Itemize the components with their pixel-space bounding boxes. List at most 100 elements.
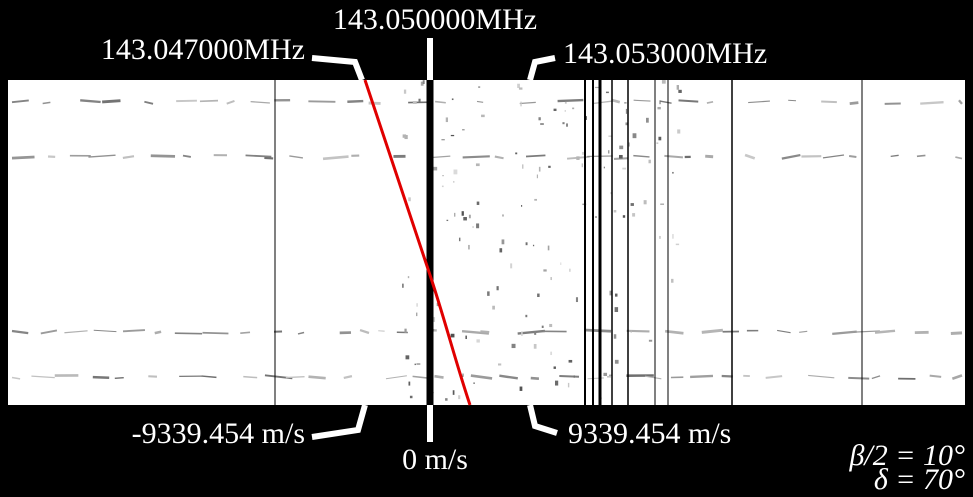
noise-streak bbox=[308, 375, 326, 380]
noise-speck bbox=[660, 203, 665, 205]
noise-speck bbox=[657, 106, 661, 110]
noise-speck bbox=[614, 307, 619, 313]
noise-speck bbox=[402, 283, 404, 288]
noise-speck bbox=[478, 86, 481, 88]
noise-streak bbox=[821, 100, 837, 104]
noise-streak bbox=[182, 154, 191, 158]
noise-streak bbox=[31, 375, 55, 379]
noise-speck bbox=[408, 381, 411, 386]
noise-streak bbox=[93, 329, 117, 333]
noise-speck bbox=[445, 117, 449, 123]
noise-speck bbox=[659, 235, 661, 239]
noise-streak bbox=[519, 101, 536, 105]
noise-streak bbox=[664, 154, 683, 159]
noise-streak bbox=[920, 101, 944, 105]
noise-speck bbox=[525, 314, 528, 318]
spectrogram bbox=[8, 80, 965, 405]
noise-streak bbox=[874, 329, 896, 334]
noise-streak bbox=[470, 374, 493, 380]
noise-speck bbox=[607, 376, 611, 378]
noise-speck bbox=[481, 114, 485, 118]
noise-speck bbox=[624, 102, 627, 104]
noise-streak bbox=[765, 375, 783, 379]
noise-speck bbox=[564, 110, 566, 112]
noise-speck bbox=[433, 166, 438, 171]
doppler-curve bbox=[363, 79, 472, 406]
noise-speck bbox=[402, 134, 407, 138]
noise-speck bbox=[525, 242, 528, 246]
noise-speck bbox=[416, 303, 418, 307]
noise-speck bbox=[550, 277, 552, 281]
noise-speck bbox=[465, 335, 467, 340]
noise-streak bbox=[701, 328, 724, 334]
noise-streak bbox=[822, 154, 845, 159]
noise-streak bbox=[243, 375, 258, 379]
noise-speck bbox=[458, 237, 461, 242]
noise-speck bbox=[607, 150, 610, 154]
noise-speck bbox=[630, 330, 632, 333]
noise-speck bbox=[676, 85, 680, 90]
noise-speck bbox=[453, 169, 458, 175]
noise-streak bbox=[88, 154, 116, 158]
noise-speck bbox=[538, 166, 541, 172]
noise-streak bbox=[461, 330, 490, 335]
leader-line bbox=[311, 55, 365, 82]
velocity-label: 0 m/s bbox=[402, 443, 468, 476]
noise-speck bbox=[451, 98, 454, 101]
noise-streak bbox=[11, 99, 29, 104]
noise-streak bbox=[476, 100, 484, 103]
noise-streak bbox=[494, 155, 504, 160]
noise-speck bbox=[475, 163, 480, 167]
noise-streak bbox=[199, 99, 219, 103]
leader-line bbox=[527, 55, 556, 81]
noise-streak bbox=[92, 375, 110, 379]
noise-speck bbox=[614, 293, 618, 297]
noise-streak bbox=[480, 330, 490, 334]
noise-speck bbox=[463, 217, 467, 221]
noise-speck bbox=[416, 312, 418, 317]
parameter-label: β/2 = 10° bbox=[848, 439, 965, 472]
noise-streak bbox=[633, 154, 650, 158]
noise-speck bbox=[405, 355, 410, 360]
noise-streak bbox=[849, 101, 859, 105]
noise-streak bbox=[592, 100, 614, 105]
noise-speck bbox=[521, 331, 523, 337]
noise-speck bbox=[553, 366, 556, 369]
noise-speck bbox=[442, 175, 444, 177]
noise-streak bbox=[144, 100, 154, 105]
noise-speck bbox=[547, 245, 550, 251]
noise-streak bbox=[435, 100, 446, 104]
noise-streak bbox=[848, 376, 870, 380]
noise-speck bbox=[476, 339, 480, 343]
noise-speck bbox=[566, 123, 568, 127]
noise-speck bbox=[630, 203, 634, 206]
noise-streak bbox=[955, 156, 963, 160]
noise-speck bbox=[462, 129, 465, 131]
noise-speck bbox=[560, 262, 562, 266]
noise-streak bbox=[706, 100, 714, 104]
noise-streak bbox=[250, 100, 270, 104]
noise-streak bbox=[201, 375, 217, 379]
velocity-label: -9339.454 m/s bbox=[132, 417, 305, 450]
noise-speck bbox=[432, 317, 436, 322]
noise-speck bbox=[658, 136, 662, 141]
noise-speck bbox=[454, 212, 456, 217]
noise-speck bbox=[622, 167, 627, 170]
noise-speck bbox=[453, 180, 455, 183]
noise-speck bbox=[407, 276, 410, 279]
noise-streak bbox=[462, 155, 490, 159]
velocity-label: 9339.454 m/s bbox=[568, 417, 731, 450]
noise-speck bbox=[581, 151, 586, 155]
noise-streak bbox=[559, 375, 580, 378]
leader-line bbox=[311, 404, 368, 440]
noise-streak bbox=[958, 99, 963, 105]
noise-speck bbox=[458, 395, 461, 400]
noise-streak bbox=[499, 374, 518, 380]
noise-speck bbox=[445, 398, 448, 401]
noise-streak bbox=[748, 100, 770, 104]
noise-streak bbox=[777, 329, 791, 334]
noise-speck bbox=[576, 156, 580, 160]
noise-speck bbox=[549, 323, 553, 328]
noise-speck bbox=[554, 380, 559, 386]
noise-speck bbox=[498, 363, 502, 366]
